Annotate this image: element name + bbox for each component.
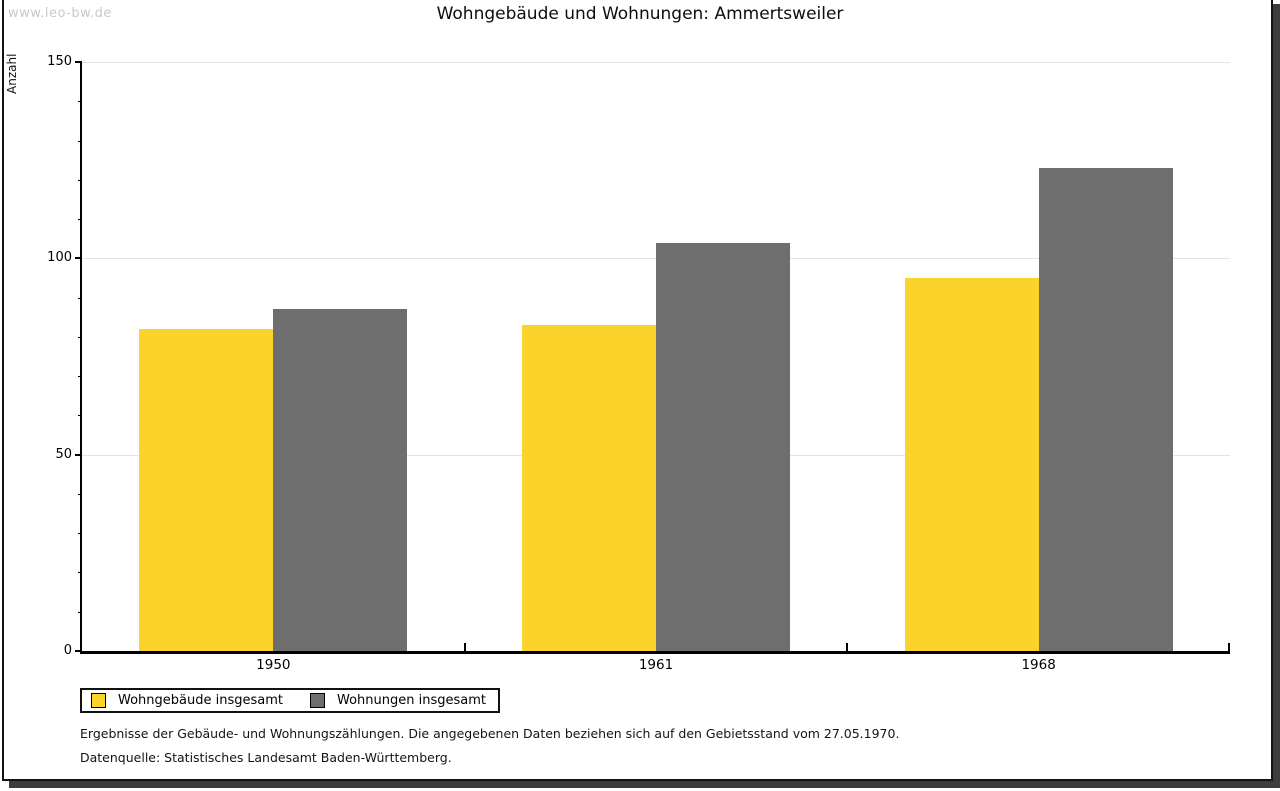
- y-minor-tick-80: [78, 336, 82, 338]
- y-major-tick-50: [75, 453, 82, 456]
- legend-item-wohngebaeude: Wohngebäude insgesamt: [91, 693, 283, 708]
- bar-1950-series0: [139, 329, 274, 651]
- legend-label-wohnungen: Wohnungen insgesamt: [337, 693, 486, 708]
- y-minor-tick-90: [78, 297, 82, 299]
- x-tick-label-1961: 1961: [638, 657, 674, 673]
- gridline-150: [82, 62, 1230, 63]
- y-minor-tick-120: [78, 179, 82, 181]
- x-tick-label-1950: 1950: [256, 657, 291, 673]
- y-tick-label-150: 150: [47, 54, 72, 69]
- x-tick-label-1968: 1968: [1021, 657, 1056, 673]
- y-major-tick-100: [75, 257, 82, 260]
- y-major-tick-150: [75, 61, 82, 63]
- legend-label-wohngebaeude: Wohngebäude insgesamt: [118, 693, 283, 708]
- bar-1968-series0: [904, 277, 1039, 651]
- page-title: Wohngebäude und Wohnungen: Ammertsweiler: [436, 4, 844, 24]
- y-minor-tick-70: [78, 376, 82, 378]
- bar-1968-series1: [1038, 168, 1173, 651]
- plot-area: [80, 62, 1230, 654]
- footer-source: Datenquelle: Statistisches Landesamt Bad…: [80, 750, 452, 765]
- bar-1950-series1: [273, 309, 408, 651]
- y-minor-tick-40: [78, 493, 82, 495]
- legend: Wohngebäude insgesamt Wohnungen insgesam…: [80, 688, 500, 713]
- y-minor-tick-110: [78, 219, 82, 221]
- y-tick-label-50: 50: [55, 446, 72, 462]
- footer-note: Ergebnisse der Gebäude- und Wohnungszähl…: [80, 726, 900, 741]
- x-boundary-tick-1: [463, 643, 466, 651]
- y-minor-tick-130: [78, 140, 82, 142]
- y-minor-tick-10: [78, 611, 82, 613]
- watermark: www.leo-bw.de: [8, 6, 112, 21]
- y-minor-tick-30: [78, 533, 82, 535]
- y-tick-label-0: 0: [63, 643, 72, 658]
- x-boundary-tick-2: [846, 643, 849, 651]
- legend-item-wohnungen: Wohnungen insgesamt: [310, 693, 486, 708]
- legend-swatch-wohngebaeude: [91, 693, 106, 708]
- bar-1961-series1: [656, 242, 790, 651]
- y-tick-label-100: 100: [47, 250, 72, 266]
- x-end-tick: [1228, 643, 1230, 651]
- y-minor-tick-140: [78, 101, 82, 103]
- y-major-tick-0: [75, 650, 82, 652]
- legend-swatch-wohnungen: [310, 693, 325, 708]
- bar-1961-series0: [522, 325, 656, 651]
- y-minor-tick-20: [78, 572, 82, 574]
- y-minor-tick-60: [78, 415, 82, 417]
